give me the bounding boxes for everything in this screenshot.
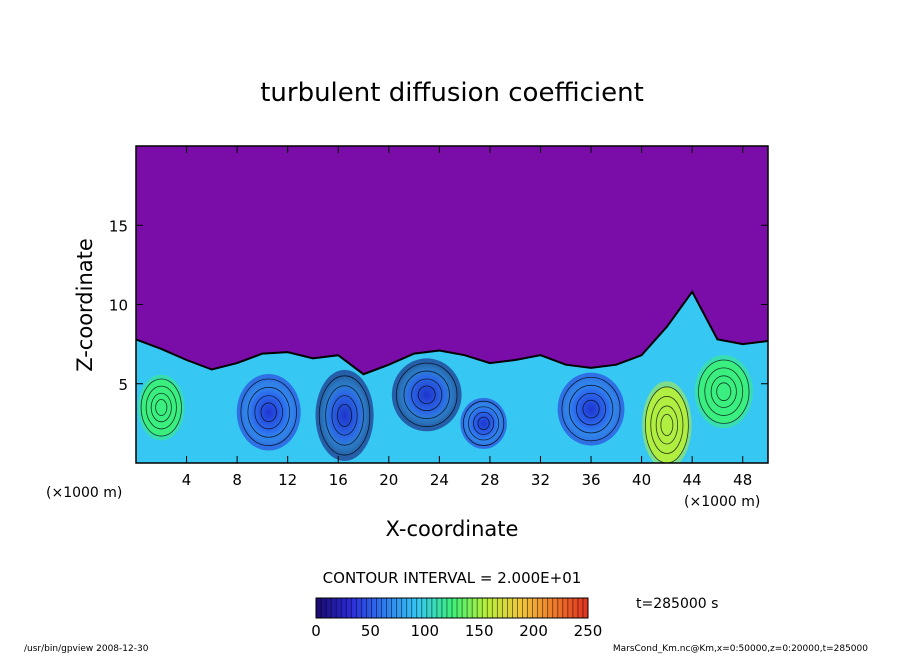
colorbar-tick-label: 150 (465, 622, 494, 640)
eddy-7 (694, 355, 753, 429)
colorbar-stripes (315, 598, 584, 618)
boundary-layer-contour (136, 289, 768, 376)
y-tick-label: 10 (109, 297, 128, 315)
y-tick-label: 15 (109, 217, 128, 235)
contour-interval-label: CONTOUR INTERVAL = 2.000E+01 (323, 569, 582, 587)
x-axis-label: X-coordinate (386, 517, 519, 541)
footer-right: MarsCond_Km.nc@Km,x=0:50000,z=0:20000,t=… (613, 644, 868, 654)
x-tick-label: 4 (182, 471, 192, 489)
colorbar-ticks: 0 50 100 150 200 250 (311, 622, 602, 640)
y-axis: 5 10 15 (109, 217, 768, 394)
plot-area (136, 146, 768, 463)
colorbar-tick-label: 250 (574, 622, 603, 640)
eddy-3 (391, 358, 462, 432)
eddy-4 (460, 397, 507, 449)
x-tick-label: 8 (232, 471, 242, 489)
eddy-1 (236, 374, 301, 451)
x-tick-label: 12 (278, 471, 297, 489)
x-tick-label: 16 (329, 471, 348, 489)
time-label: t=285000 s (636, 596, 718, 612)
x-tick-label: 40 (632, 471, 651, 489)
colorbar-tick-label: 200 (519, 622, 548, 640)
x-tick-label: 24 (430, 471, 449, 489)
eddy-6 (642, 381, 692, 463)
colorbar-tick-label: 100 (410, 622, 439, 640)
x-unit-right: (×1000 m) (684, 494, 760, 510)
eddy-8 (138, 374, 185, 441)
y-axis-label: Z-coordinate (73, 238, 97, 372)
eddy-layer (138, 355, 753, 463)
colorbar-tick-label: 0 (311, 622, 321, 640)
x-tick-label: 20 (379, 471, 398, 489)
colorbar-tick-label: 50 (361, 622, 380, 640)
x-tick-label: 44 (683, 471, 702, 489)
colorbar: 0 50 100 150 200 250 (311, 597, 602, 640)
x-tick-label: 28 (480, 471, 499, 489)
x-tick-label: 36 (581, 471, 600, 489)
eddy-5 (557, 372, 625, 446)
chart-title: turbulent diffusion coefficient (260, 78, 644, 108)
footer-left: /usr/bin/gpview 2008-12-30 (24, 644, 149, 654)
colorbar-frame (315, 597, 589, 619)
x-tick-label: 32 (531, 471, 550, 489)
x-axis: 4 8 12 16 20 24 28 32 36 40 44 48 (182, 146, 752, 489)
eddy-2 (315, 369, 374, 462)
x-unit-left: (×1000 m) (46, 485, 122, 501)
x-tick-label: 48 (733, 471, 752, 489)
y-tick-label: 5 (118, 376, 128, 394)
